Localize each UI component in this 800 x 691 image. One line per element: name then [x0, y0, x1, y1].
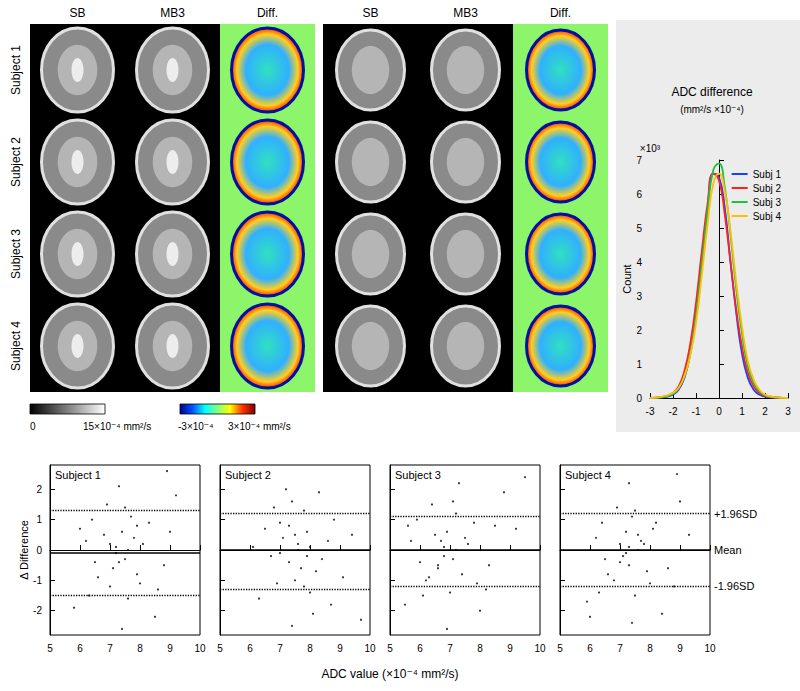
svg-text:2: 2: [636, 325, 642, 336]
svg-text:SB: SB: [69, 6, 85, 20]
svg-text:1: 1: [739, 406, 745, 417]
svg-text:10: 10: [704, 643, 716, 654]
svg-text:-2: -2: [669, 406, 678, 417]
svg-text:5: 5: [636, 223, 642, 234]
svg-text:4: 4: [636, 257, 642, 268]
svg-text:Subject 3: Subject 3: [395, 469, 441, 481]
svg-text:Subject 1: Subject 1: [9, 45, 23, 95]
svg-text:8: 8: [307, 643, 313, 654]
svg-text:2: 2: [36, 484, 42, 495]
svg-text:5: 5: [47, 643, 53, 654]
svg-text:0: 0: [716, 406, 722, 417]
svg-text:7: 7: [617, 643, 623, 654]
svg-text:-1.96SD: -1.96SD: [714, 580, 754, 592]
svg-text:9: 9: [167, 643, 173, 654]
svg-text:-1: -1: [692, 406, 701, 417]
svg-text:6: 6: [636, 189, 642, 200]
svg-text:6: 6: [247, 643, 253, 654]
svg-text:8: 8: [647, 643, 653, 654]
svg-text:6: 6: [77, 643, 83, 654]
svg-text:Subject 4: Subject 4: [565, 469, 611, 481]
svg-text:8: 8: [137, 643, 143, 654]
svg-text:5: 5: [217, 643, 223, 654]
svg-text:0: 0: [636, 393, 642, 404]
svg-text:Subj 3: Subj 3: [753, 197, 782, 208]
svg-text:Subj 2: Subj 2: [753, 183, 782, 194]
svg-text:Subj 1: Subj 1: [753, 169, 782, 180]
svg-text:-1: -1: [33, 575, 42, 586]
svg-text:5: 5: [557, 643, 563, 654]
svg-text:Subj 4: Subj 4: [753, 211, 782, 222]
svg-text:-2: -2: [33, 605, 42, 616]
svg-text:7: 7: [107, 643, 113, 654]
svg-text:-3×10⁻⁴: -3×10⁻⁴: [178, 421, 213, 432]
svg-text:-3: -3: [646, 406, 655, 417]
svg-text:5: 5: [387, 643, 393, 654]
svg-text:Subject 3: Subject 3: [9, 229, 23, 279]
svg-text:9: 9: [677, 643, 683, 654]
svg-text:15×10⁻⁴ mm²/s: 15×10⁻⁴ mm²/s: [83, 421, 151, 432]
svg-text:0: 0: [30, 421, 36, 432]
svg-text:Subject 1: Subject 1: [55, 469, 101, 481]
svg-text:10: 10: [534, 643, 546, 654]
svg-text:MB3: MB3: [453, 6, 478, 20]
svg-text:2: 2: [762, 406, 768, 417]
svg-text:7: 7: [277, 643, 283, 654]
svg-text:3: 3: [785, 406, 791, 417]
svg-text:Subject 2: Subject 2: [9, 137, 23, 187]
svg-text:1: 1: [636, 359, 642, 370]
svg-text:Δ Difference: Δ Difference: [18, 520, 30, 580]
svg-text:+1.96SD: +1.96SD: [714, 508, 757, 520]
svg-text:9: 9: [507, 643, 513, 654]
svg-text:SB: SB: [362, 6, 378, 20]
svg-text:ADC value (×10⁻⁴ mm²/s): ADC value (×10⁻⁴ mm²/s): [321, 667, 458, 681]
svg-text:Count: Count: [621, 264, 633, 293]
svg-text:7: 7: [636, 155, 642, 166]
svg-text:×10³: ×10³: [640, 143, 661, 154]
svg-text:1: 1: [36, 514, 42, 525]
svg-text:Subject 2: Subject 2: [225, 469, 271, 481]
svg-text:(mm²/s ×10⁻⁴): (mm²/s ×10⁻⁴): [680, 104, 744, 115]
svg-text:ADC difference: ADC difference: [671, 85, 752, 99]
svg-text:7: 7: [447, 643, 453, 654]
svg-text:Diff.: Diff.: [257, 6, 278, 20]
svg-text:10: 10: [364, 643, 376, 654]
svg-text:6: 6: [417, 643, 423, 654]
svg-text:Diff.: Diff.: [550, 6, 571, 20]
svg-text:MB3: MB3: [160, 6, 185, 20]
svg-text:10: 10: [194, 643, 206, 654]
svg-text:3×10⁻⁴ mm²/s: 3×10⁻⁴ mm²/s: [228, 421, 291, 432]
svg-text:8: 8: [477, 643, 483, 654]
svg-text:6: 6: [587, 643, 593, 654]
svg-text:9: 9: [337, 643, 343, 654]
svg-text:Subject 4: Subject 4: [9, 321, 23, 371]
svg-text:0: 0: [36, 545, 42, 556]
svg-text:Mean: Mean: [714, 544, 742, 556]
svg-text:3: 3: [636, 291, 642, 302]
